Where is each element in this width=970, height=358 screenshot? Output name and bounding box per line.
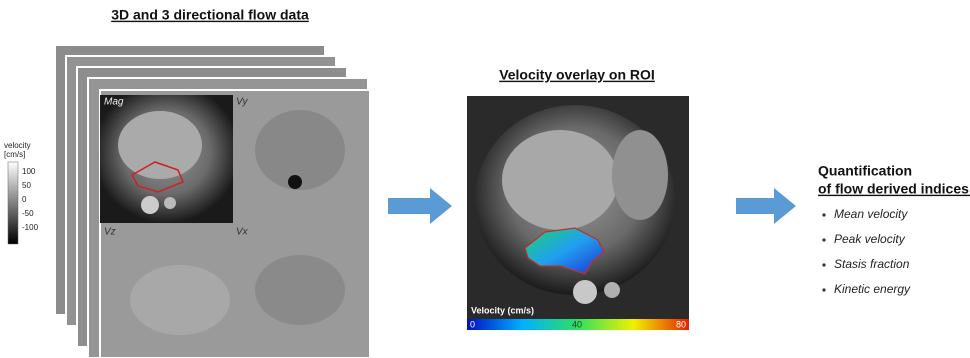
panel-label: Vx xyxy=(236,227,249,238)
panel-label: Mag xyxy=(104,97,124,108)
colorbar-tick: 80 xyxy=(676,319,686,329)
quant-title: Quantification xyxy=(818,163,912,179)
panel-label: Vz xyxy=(104,227,116,238)
panel-label: Vy xyxy=(236,97,248,108)
index-item: Stasis fraction xyxy=(834,257,910,271)
colorbar-tick: 50 xyxy=(22,181,31,190)
middle-title: Velocity overlay on ROI xyxy=(499,67,655,83)
index-item: Kinetic energy xyxy=(834,282,911,296)
index-item: Mean velocity xyxy=(834,207,908,221)
quant-title: of flow derived indices: xyxy=(818,181,970,197)
colorbar-tick: 100 xyxy=(22,167,36,176)
figure: 3D and 3 directional flow data Mag Vy Vz… xyxy=(0,0,970,358)
colorbar-title: [cm/s] xyxy=(4,150,25,159)
colorbar-tick: -50 xyxy=(22,209,34,218)
colorbar-tick: -100 xyxy=(22,223,39,232)
overlay-image xyxy=(467,96,689,330)
index-item: Peak velocity xyxy=(834,232,906,246)
colorbar-tick: 0 xyxy=(22,195,27,204)
bullets xyxy=(822,213,825,291)
colorbar-title: velocity xyxy=(4,141,31,150)
colorbar xyxy=(8,162,18,244)
magnitude-image xyxy=(100,95,233,223)
arrow xyxy=(736,188,796,224)
arrow xyxy=(388,188,452,224)
colorbar-title: Velocity (cm/s) xyxy=(471,305,534,315)
colorbar-tick: 40 xyxy=(572,319,582,329)
left-title: 3D and 3 directional flow data xyxy=(111,7,309,23)
colorbar-tick: 0 xyxy=(470,319,475,329)
